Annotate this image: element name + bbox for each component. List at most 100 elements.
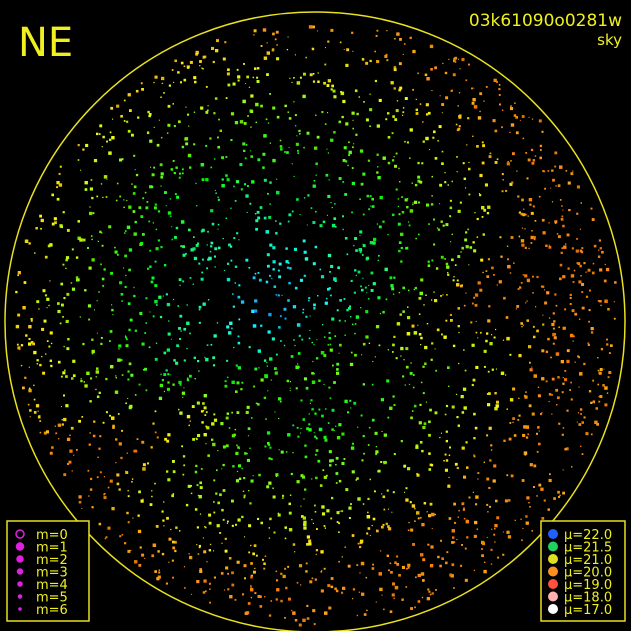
star — [72, 359, 76, 363]
star — [578, 280, 582, 284]
star — [599, 368, 603, 371]
star — [141, 440, 145, 444]
star — [455, 61, 457, 63]
star — [419, 441, 423, 444]
star — [231, 524, 234, 527]
magnitude-symbol — [16, 568, 24, 575]
star — [132, 192, 136, 195]
star — [196, 526, 199, 529]
star — [83, 381, 85, 383]
star — [445, 430, 448, 433]
star — [115, 438, 118, 441]
star — [334, 335, 337, 337]
star — [249, 202, 252, 205]
star — [443, 335, 447, 339]
star — [154, 357, 158, 361]
star — [425, 136, 429, 141]
star — [127, 378, 130, 381]
star — [167, 211, 172, 215]
star — [315, 357, 319, 360]
star — [417, 161, 420, 165]
star — [38, 308, 40, 310]
star — [41, 327, 45, 331]
star — [231, 571, 234, 575]
star — [108, 151, 112, 155]
star — [100, 337, 103, 339]
star — [398, 573, 401, 577]
star — [472, 241, 475, 244]
star — [487, 258, 490, 261]
star — [525, 521, 529, 525]
star — [225, 416, 229, 420]
star — [105, 411, 108, 414]
star — [229, 321, 233, 325]
star — [214, 266, 216, 268]
star — [404, 384, 406, 386]
star — [292, 611, 296, 615]
star — [360, 561, 365, 566]
star — [84, 188, 88, 191]
star — [262, 152, 266, 156]
star — [17, 271, 21, 275]
star — [560, 218, 564, 221]
star — [311, 380, 316, 384]
star — [330, 517, 333, 520]
star — [449, 199, 452, 202]
star — [487, 403, 491, 407]
star — [103, 493, 106, 496]
star — [28, 389, 32, 393]
star — [485, 270, 488, 272]
star — [303, 146, 305, 149]
star — [267, 390, 269, 392]
star — [60, 375, 63, 378]
star — [412, 202, 414, 204]
star — [388, 569, 390, 572]
star — [372, 517, 376, 521]
star — [45, 353, 47, 355]
star — [423, 422, 427, 425]
star — [355, 315, 360, 319]
star — [289, 387, 291, 389]
star — [148, 220, 151, 223]
star — [476, 217, 479, 221]
star — [359, 545, 362, 549]
star — [110, 271, 113, 275]
star — [185, 503, 189, 507]
star — [90, 477, 93, 480]
star — [204, 356, 206, 359]
star — [166, 387, 170, 391]
star — [571, 247, 574, 250]
star — [217, 223, 220, 226]
star — [361, 58, 365, 61]
star — [405, 247, 407, 250]
star — [456, 538, 458, 541]
star — [334, 203, 336, 205]
star — [426, 77, 430, 81]
star — [116, 473, 120, 477]
star — [189, 332, 191, 335]
star — [463, 177, 466, 180]
star — [313, 372, 315, 375]
star — [369, 535, 371, 537]
star — [535, 306, 537, 308]
star — [342, 215, 344, 218]
star — [243, 496, 246, 499]
star — [167, 433, 171, 437]
star — [555, 304, 558, 307]
star — [109, 131, 112, 134]
star — [134, 449, 138, 453]
star — [159, 315, 163, 319]
star — [324, 611, 328, 615]
star — [208, 513, 212, 517]
star — [401, 598, 404, 601]
star — [344, 334, 346, 336]
star — [419, 291, 423, 296]
star — [450, 89, 453, 92]
star — [79, 316, 81, 318]
star — [219, 532, 222, 534]
star — [147, 267, 150, 270]
star — [196, 544, 198, 546]
star — [314, 511, 317, 513]
star — [203, 394, 207, 398]
star — [430, 68, 433, 71]
